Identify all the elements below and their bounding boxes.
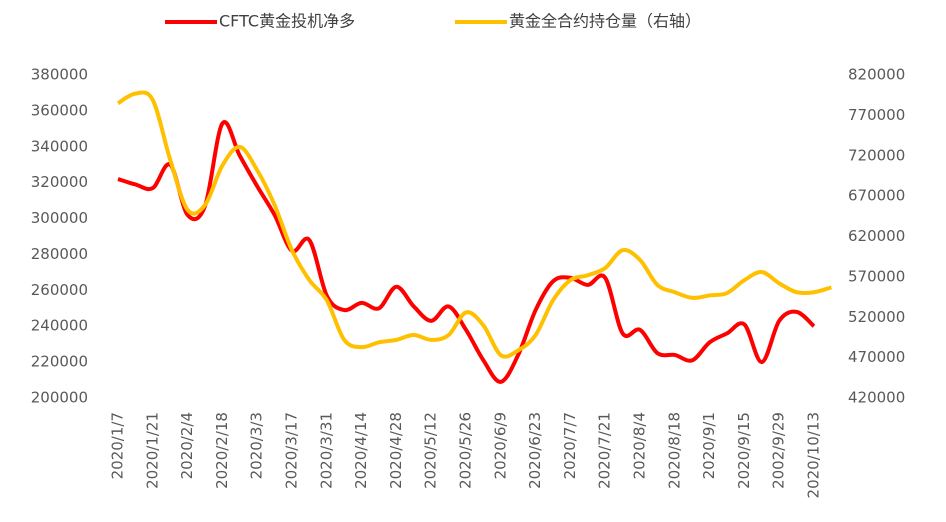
x-tick-label: 2020/9/15: [735, 412, 753, 489]
x-tick-label: 2020/2/18: [213, 412, 231, 489]
x-tick-label: 2020/6/23: [526, 412, 544, 489]
y-tick-label: 200000: [31, 389, 88, 407]
y-tick-label: 340000: [31, 137, 88, 155]
x-tick-label: 2020/8/18: [665, 412, 683, 489]
y2-tick-label: 820000: [848, 66, 905, 84]
x-tick-label: 2020/3/17: [283, 412, 301, 489]
y-tick-label: 300000: [31, 209, 88, 227]
y2-tick-label: 570000: [848, 267, 905, 285]
y2-tick-label: 420000: [848, 389, 905, 407]
x-tick-label: 2020/1/21: [143, 412, 161, 489]
x-tick-label: 2020/3/3: [248, 412, 266, 479]
y2-tick-label: 770000: [848, 106, 905, 124]
y-tick-label: 380000: [31, 66, 88, 84]
x-tick-label: 2020/2/4: [178, 412, 196, 479]
x-tick-label: 2020/5/12: [422, 412, 440, 489]
series-line: [116, 90, 832, 359]
x-tick-label: 2020/1/7: [109, 412, 127, 479]
x-tick-label: 2020/4/28: [387, 412, 405, 489]
y2-tick-label: 720000: [848, 146, 905, 164]
y2-tick-label: 620000: [848, 227, 905, 245]
x-tick-label: 2020/10/13: [805, 412, 823, 498]
y-tick-label: 240000: [31, 317, 88, 335]
x-tick-label: 2020/5/26: [457, 412, 475, 489]
x-tick-label: 2020/9/1: [700, 412, 718, 479]
y-tick-label: 220000: [31, 353, 88, 371]
y2-tick-label: 470000: [848, 348, 905, 366]
y-tick-label: 260000: [31, 281, 88, 299]
y2-tick-label: 520000: [848, 308, 905, 326]
y-tick-label: 320000: [31, 173, 88, 191]
y-tick-label: 280000: [31, 245, 88, 263]
y-tick-label: 360000: [31, 101, 88, 119]
series-line: [117, 120, 816, 384]
x-tick-label: 2002/9/29: [770, 412, 788, 489]
y2-tick-label: 670000: [848, 187, 905, 205]
legend-label: 黄金全合约持仓量（右轴）: [509, 12, 701, 31]
legend-label: CFTC黄金投机净多: [219, 12, 355, 31]
x-tick-label: 2020/4/14: [352, 412, 370, 489]
x-tick-label: 2020/8/4: [631, 412, 649, 479]
x-tick-label: 2020/7/7: [561, 412, 579, 479]
x-tick-label: 2020/6/9: [491, 412, 509, 479]
x-tick-label: 2020/3/31: [317, 412, 335, 489]
x-tick-label: 2020/7/21: [596, 412, 614, 489]
